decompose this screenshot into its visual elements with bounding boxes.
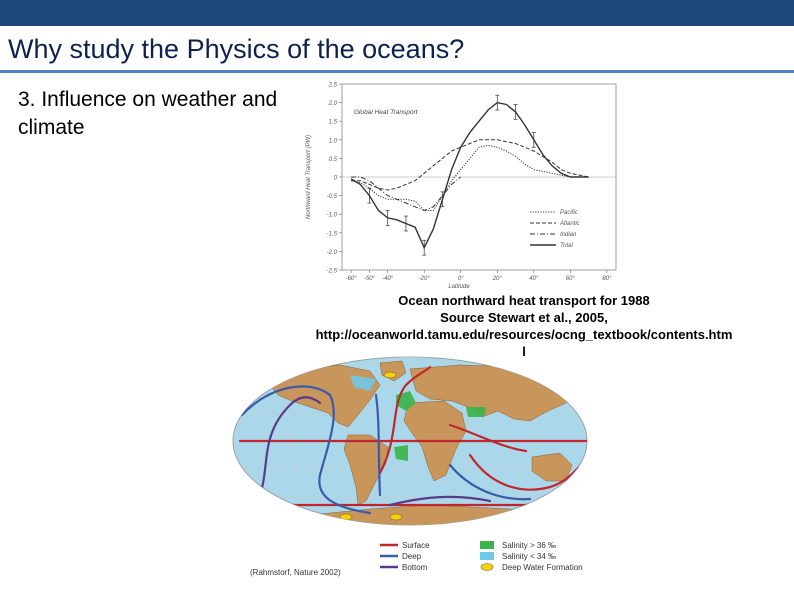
top-bar [0,0,794,26]
heat-transport-chart: 2.5 2.0 1.5 1.0 0.5 0 -0.5 -1.0 -1.5 -2.0 -2.5 -60°… [306,83,617,290]
y-tick-label: 1.5 [329,120,338,126]
x-tick-label: 60° [566,276,576,282]
chart-caption: Ocean northward heat transport for 1988 … [296,292,752,360]
title-rule [0,70,794,73]
map-legend-label: Bottom [402,563,428,572]
series-line-indian [351,176,462,212]
x-tick-label: 80° [602,276,612,282]
y-tick-label: 0 [334,176,338,182]
legend-label: Pacific [560,210,578,216]
slide-title: Why study the Physics of the oceans? [8,34,465,64]
south-america [343,434,389,506]
x-tick-label: -40° [382,276,394,282]
x-tick-label: -20° [419,276,431,282]
caption-url: http://oceanworld.tamu.edu/resources/ocn… [315,327,733,342]
y-tick-label: -2.5 [327,269,338,275]
ocean-circulation-map: (Rahmstorf, Nature 2002) Surface Deep Bott… [232,356,588,577]
y-tick-label: -0.5 [327,194,338,200]
legend-label: Indian [560,232,577,238]
y-tick-label: 2.5 [328,83,338,89]
map-legend: Surface Deep Bottom Salinity > 36 ‰ Salinity… [380,541,583,572]
x-tick-label: 40° [529,276,539,282]
y-tick-label: 1.0 [329,138,338,144]
map-legend-swatch [480,541,494,549]
chart-title: Global Heat Transport [354,109,419,116]
y-tick-label: -1.5 [327,231,338,237]
series-line-pacific [350,144,589,211]
legend-label: Total [560,243,573,249]
caption-line: Source Stewart et al., 2005, [440,310,608,325]
slide-subtitle: 3. Influence on weather and climate [18,88,278,139]
caption-line: l [522,344,526,359]
x-tick-label: 0° [458,276,464,282]
x-tick-label: -60° [346,276,358,282]
series-line-total [350,101,589,250]
legend-label: Atlantic [559,221,580,227]
y-tick-label: 2.0 [328,101,338,107]
series-line-atlantic [351,139,589,191]
map-legend-swatch [480,563,494,571]
y-tick-label: 0.5 [329,157,338,163]
map-legend-swatch [480,552,494,560]
map-legend-label: Deep [402,552,422,561]
map-legend-label: Surface [402,541,430,550]
x-tick-label: 20° [492,276,503,282]
caption-line: Ocean northward heat transport for 1988 [398,293,650,308]
x-tick-label: -50° [364,276,376,282]
map-legend-label: Salinity > 36 ‰ [502,541,556,550]
map-legend-label: Deep Water Formation [502,563,583,572]
map-credit: (Rahmstorf, Nature 2002) [250,568,341,577]
y-axis-label: Northward Heat Transport (PW) [306,135,312,219]
y-tick-label: -2.0 [327,250,338,256]
x-axis-label: Latitude [448,284,470,290]
y-tick-label: -1.0 [327,213,338,219]
map-legend-label: Salinity < 34 ‰ [502,552,556,561]
